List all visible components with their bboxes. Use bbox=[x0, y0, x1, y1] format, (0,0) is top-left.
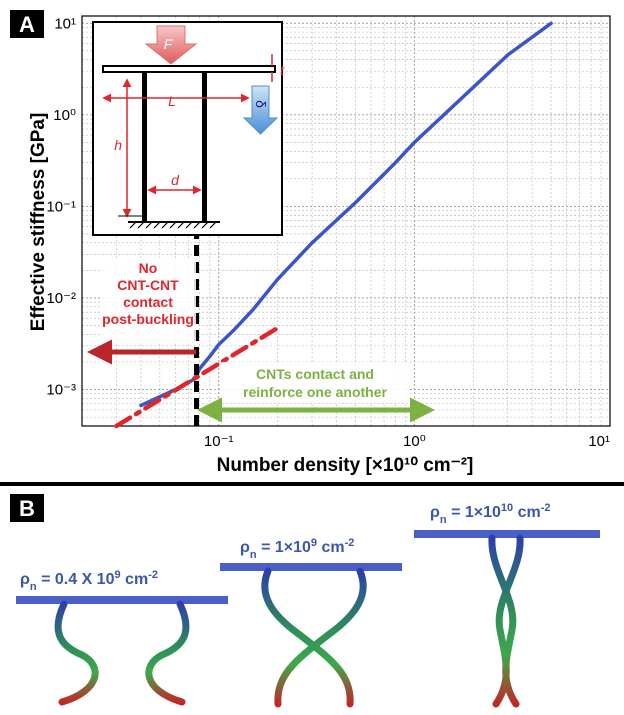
rho-label-1: ρn = 0.4 X 109 cm-2 bbox=[20, 569, 158, 593]
displacement-arrow bbox=[242, 85, 279, 135]
ground-hatch bbox=[129, 221, 217, 229]
x-tick-label: 10¹ bbox=[588, 433, 610, 450]
force-label: F bbox=[164, 36, 174, 52]
plate-3 bbox=[414, 530, 600, 538]
cnt-2b bbox=[274, 567, 367, 708]
panel-separator bbox=[0, 482, 624, 486]
contact-line-1: CNTs contact and bbox=[256, 366, 374, 382]
panel-a-badge bbox=[10, 10, 44, 38]
no-contact-annotation: No CNT-CNT contact post-buckling bbox=[100, 258, 196, 342]
contact-line-2: reinforce one another bbox=[243, 384, 387, 400]
plate-1 bbox=[16, 596, 228, 604]
t-label: t bbox=[280, 62, 285, 78]
y-axis-label: Effective stiffness [GPa] bbox=[28, 113, 49, 332]
cnt-3b bbox=[492, 534, 524, 708]
x-tick-label: 10⁰ bbox=[403, 433, 426, 450]
contact-annotation: CNTs contact and reinforce one another bbox=[222, 362, 408, 402]
plate-2 bbox=[220, 563, 402, 571]
cnt-1b bbox=[145, 600, 190, 706]
no-contact-line-3: contact bbox=[123, 294, 173, 310]
d-label: d bbox=[171, 172, 180, 188]
column-right bbox=[202, 72, 207, 222]
fit-line bbox=[114, 325, 280, 429]
structure-low-density: ρn = 0.4 X 109 cm-2 bbox=[16, 569, 228, 706]
no-contact-line-4: post-buckling bbox=[102, 311, 194, 327]
tick-labels: 10⁻¹ 10⁰ 10¹ 10⁻³ 10⁻² 10⁻¹ 10⁰ 10¹ bbox=[46, 15, 610, 450]
plot-frame bbox=[81, 15, 611, 427]
no-contact-line-2: CNT-CNT bbox=[117, 277, 179, 293]
inset-frame bbox=[92, 21, 283, 236]
h-label: h bbox=[114, 137, 122, 153]
y-tick-label: 10⁻² bbox=[46, 290, 76, 307]
no-contact-line-1: No bbox=[139, 260, 158, 276]
structure-high-density: ρn = 1×1010 cm-2 bbox=[414, 502, 600, 708]
y-tick-label: 10⁰ bbox=[53, 107, 76, 124]
column-left bbox=[142, 72, 147, 222]
cnt-2a bbox=[261, 567, 354, 708]
x-tick-label: 10⁻¹ bbox=[204, 433, 234, 450]
inset-schematic: F δ t L h d bbox=[92, 21, 285, 236]
panel-a-label: A bbox=[19, 12, 35, 37]
structure-mid-density: ρn = 1×109 cm-2 bbox=[220, 537, 402, 708]
y-tick-label: 10⁻¹ bbox=[46, 198, 76, 215]
cnt-1a bbox=[54, 600, 99, 706]
panel-b-label: B bbox=[19, 496, 35, 521]
panel-b-badge bbox=[10, 494, 44, 522]
rho-label-3: ρn = 1×1010 cm-2 bbox=[430, 502, 551, 526]
force-arrow bbox=[144, 25, 198, 65]
top-plate bbox=[102, 65, 276, 73]
l-label: L bbox=[168, 93, 176, 109]
y-tick-label: 10⁻³ bbox=[46, 382, 76, 399]
displacement-label: δ bbox=[253, 100, 269, 108]
x-axis-label: Number density [×10¹⁰ cm⁻²] bbox=[217, 455, 474, 476]
y-tick-label: 10¹ bbox=[54, 15, 76, 32]
rho-label-2: ρn = 1×109 cm-2 bbox=[240, 537, 354, 561]
